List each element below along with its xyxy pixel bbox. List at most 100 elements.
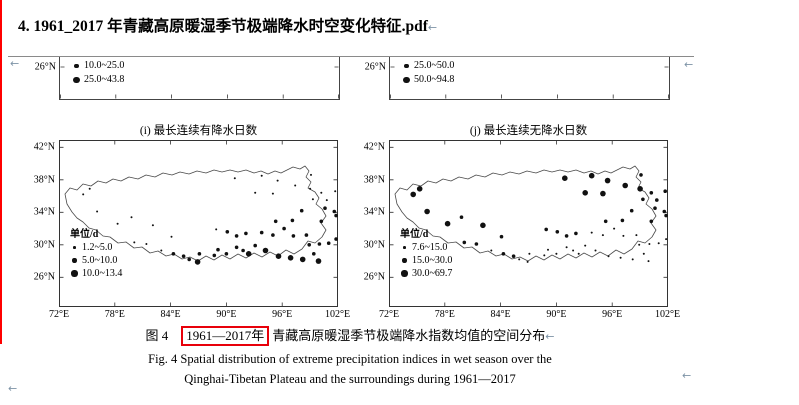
map-plot <box>389 140 668 307</box>
legend-dot-icon <box>73 246 76 249</box>
legend-dot-cell <box>70 258 79 263</box>
cropped-map-ticks <box>60 66 339 99</box>
station-dot <box>601 234 604 237</box>
station-dot <box>511 254 516 258</box>
station-dot <box>88 187 91 190</box>
legend-item: 15.0~30.0 <box>400 254 452 267</box>
legend-dot-icon <box>74 63 79 69</box>
station-dot <box>648 243 651 245</box>
station-dot <box>160 249 163 252</box>
figure-caption-en-line2: Qinghai-Tibetan Plateau and the surround… <box>184 372 516 386</box>
legend-item: 1.2~5.0 <box>70 241 122 254</box>
map-legend: 10.0~25.0 25.0~43.8 <box>72 59 124 87</box>
station-dot <box>181 254 186 258</box>
lon-tick-label: 72°E <box>48 309 70 320</box>
station-dot <box>653 206 657 210</box>
station-dot <box>663 189 667 193</box>
legend-dot-cell <box>400 246 409 249</box>
station-dot <box>565 246 568 249</box>
station-dot <box>325 199 328 202</box>
station-dot <box>275 253 282 259</box>
map-frame <box>59 140 338 307</box>
legend-label: 15.0~30.0 <box>412 255 453 266</box>
station-dot <box>334 213 338 218</box>
station-dot <box>334 190 337 193</box>
axis-ticks <box>390 66 669 99</box>
station-dot <box>572 249 575 252</box>
station-dot <box>271 233 275 237</box>
station-dot <box>499 234 504 239</box>
station-dot <box>276 179 279 182</box>
lon-tick-label: 78°E <box>104 309 125 320</box>
axis-ticks <box>60 66 339 99</box>
plateau-outline <box>64 165 327 262</box>
legend-dot-icon <box>403 246 406 249</box>
station-dot <box>574 231 578 236</box>
station-dot <box>547 248 549 251</box>
station-dot <box>299 208 304 213</box>
station-dot <box>116 222 119 225</box>
document-title-text: 4. 1961_2017 年青藏高原暖湿季节极端降水时空变化特征.pdf <box>18 18 428 35</box>
legend-label: 1.2~5.0 <box>82 242 113 253</box>
paragraph-return-mark: ← <box>8 382 18 395</box>
station-dot <box>259 230 264 235</box>
legend-item: 10.0~13.4 <box>70 267 122 280</box>
figure-caption-text: 青藏高原暖湿季节极端降水指数均值的空间分布 <box>272 328 546 343</box>
station-dot <box>665 238 668 241</box>
station-dot <box>234 245 239 250</box>
legend-unit-title: 单位/d <box>70 229 99 240</box>
legend-label: 50.0~94.8 <box>414 74 455 85</box>
legend-label: 10.0~13.4 <box>82 268 123 279</box>
cropped-map-panel-g: 26°N 10.0~25.0 25.0~43.8 <box>35 57 340 100</box>
station-dot <box>622 234 625 237</box>
station-dot <box>319 219 324 224</box>
paragraph-return-mark: ← <box>545 330 555 343</box>
legend-label: 30.0~69.7 <box>412 268 453 279</box>
station-dot <box>622 182 628 189</box>
legend-dot-icon <box>72 258 77 263</box>
station-dot <box>620 218 625 223</box>
station-dot <box>588 172 595 179</box>
station-dot <box>170 235 173 238</box>
figure-caption-number: 图 4 <box>145 328 169 343</box>
station-dot <box>197 252 202 256</box>
station-dot <box>562 175 568 181</box>
station-dot <box>271 192 274 195</box>
station-dot <box>582 190 588 196</box>
plateau-outline <box>394 165 657 262</box>
station-dot <box>245 251 252 257</box>
station-dot <box>234 234 239 238</box>
legend-item: 30.0~69.7 <box>400 267 452 280</box>
station-dot <box>291 234 296 238</box>
station-dot <box>215 228 218 231</box>
legend-label: 5.0~10.0 <box>82 255 118 266</box>
legend-dot-icon <box>403 76 410 84</box>
station-dot <box>564 234 569 238</box>
station-dot <box>604 177 611 184</box>
station-dot <box>607 255 610 258</box>
station-dot <box>212 253 217 258</box>
station-dot <box>334 237 338 241</box>
station-dot <box>590 231 593 234</box>
legend-dot-cell <box>402 63 411 69</box>
station-dot <box>130 216 133 219</box>
legend-dot-icon <box>401 270 408 277</box>
paragraph-return-mark: ← <box>684 58 694 71</box>
station-dot <box>664 213 668 218</box>
station-dot <box>287 255 294 261</box>
station-dot <box>82 193 85 196</box>
lon-tick-label: 84°E <box>490 309 511 320</box>
station-dot <box>194 259 201 265</box>
lon-tick-label: 84°E <box>160 309 181 320</box>
station-dot <box>307 243 311 247</box>
station-dot <box>133 241 136 244</box>
lon-tick-label: 102°E <box>654 309 681 320</box>
panel-title: (j) 最长连续无降水日数 <box>469 125 588 137</box>
lon-tick-label: 90°E <box>546 309 567 320</box>
map-legend: 25.0~50.0 50.0~94.8 <box>402 59 454 87</box>
station-dot <box>594 249 597 252</box>
lon-tick-label: 102°E <box>324 309 351 320</box>
station-dot <box>317 242 322 246</box>
station-dot <box>187 257 191 262</box>
axis-ticks <box>59 140 338 307</box>
